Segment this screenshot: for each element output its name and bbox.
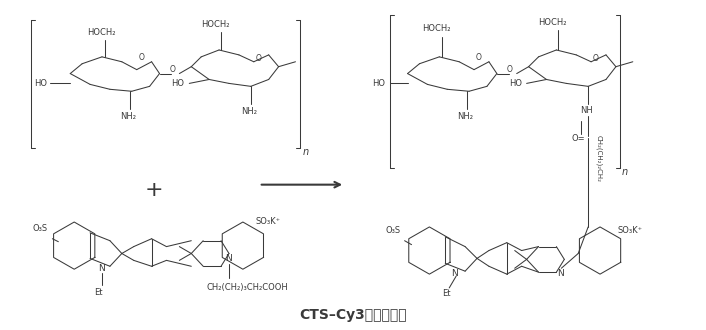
Text: NH₂: NH₂ (457, 112, 473, 121)
Text: N: N (225, 254, 232, 263)
Text: HO: HO (509, 79, 522, 88)
Text: Et: Et (442, 289, 451, 298)
Text: HOCH₂: HOCH₂ (422, 24, 451, 33)
Text: HOCH₂: HOCH₂ (201, 20, 229, 29)
Text: O: O (138, 53, 145, 62)
Text: O: O (593, 54, 599, 63)
Text: HO: HO (372, 79, 385, 88)
Text: N: N (557, 269, 564, 278)
Text: CH₂(CH₂)₃CH₂COOH: CH₂(CH₂)₃CH₂COOH (206, 283, 288, 292)
Text: NH: NH (580, 107, 593, 116)
Text: NH₂: NH₂ (241, 107, 257, 116)
Text: +: + (144, 180, 163, 200)
Text: O₃S: O₃S (385, 226, 401, 235)
Text: O: O (256, 54, 262, 63)
Text: n: n (622, 167, 628, 177)
Text: HO: HO (172, 79, 184, 88)
Text: O: O (476, 53, 482, 62)
Text: N: N (451, 269, 458, 278)
Text: SO₃K⁺: SO₃K⁺ (618, 226, 643, 235)
Text: NH₂: NH₂ (120, 112, 136, 121)
Text: HOCH₂: HOCH₂ (87, 28, 116, 37)
Text: O=: O= (571, 134, 585, 143)
Text: O: O (507, 65, 513, 74)
Text: Et: Et (94, 288, 102, 297)
Text: O₃S: O₃S (32, 224, 48, 233)
Text: SO₃K⁺: SO₃K⁺ (256, 216, 281, 225)
Text: O: O (169, 65, 175, 74)
Text: n: n (302, 147, 309, 157)
Text: CH₂(CH₂)₂CH₂: CH₂(CH₂)₂CH₂ (596, 135, 603, 182)
Text: HOCH₂: HOCH₂ (539, 18, 567, 27)
Text: CTS–Cy3反应示意图: CTS–Cy3反应示意图 (299, 309, 407, 322)
Text: HO: HO (35, 79, 47, 88)
Text: N: N (98, 264, 104, 273)
